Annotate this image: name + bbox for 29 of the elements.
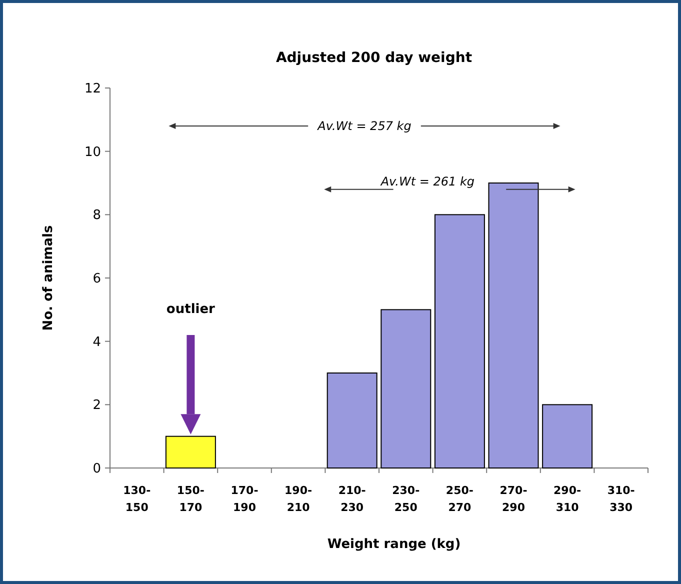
y-tick-label: 10 (84, 144, 101, 160)
bar (434, 214, 485, 468)
x-tick-label: 230-250 (392, 484, 420, 514)
y-tick-label: 2 (92, 398, 101, 414)
x-tick-label: 310-330 (607, 484, 635, 514)
x-tick-label: 130-150 (123, 484, 151, 514)
y-tick-label: 4 (92, 334, 101, 350)
x-tick-label: 170-190 (230, 484, 258, 514)
x-tick-label: 210-230 (338, 484, 366, 514)
y-tick-label: 6 (92, 272, 101, 287)
x-tick-label: 270-290 (500, 484, 528, 514)
chart-title: Adjusted 200 day weight (276, 50, 472, 66)
annotation: Av.Wt = 257 kg (316, 119, 412, 134)
x-tick-label: 150-170 (176, 484, 204, 514)
x-tick-label: 290-310 (554, 484, 582, 514)
y-tick-label: 8 (92, 208, 101, 224)
x-axis-title: Weight range (kg) (327, 537, 461, 552)
y-tick-label: 12 (84, 82, 101, 97)
x-tick-label: 250-270 (446, 484, 474, 514)
bar (488, 182, 539, 468)
y-tick-label: 0 (92, 462, 101, 477)
bar (542, 404, 593, 468)
x-tick-label: 190-210 (284, 484, 312, 514)
bar (380, 309, 432, 468)
y-axis-title: No. of animals (41, 225, 56, 331)
annotation: outlier (166, 302, 216, 317)
annotation: Av.Wt = 261 kg (380, 174, 475, 188)
bar (165, 436, 216, 468)
bar (326, 372, 378, 468)
